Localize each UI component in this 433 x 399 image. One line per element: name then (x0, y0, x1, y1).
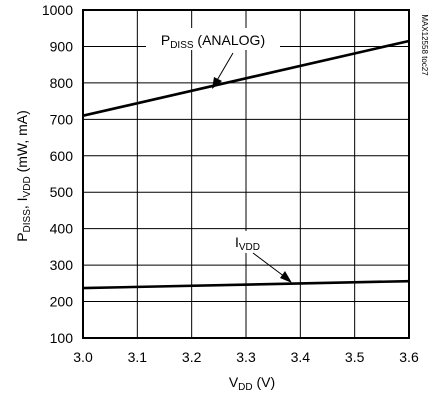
pdiss-label-sub: DISS (170, 40, 194, 51)
series-lines (82, 39, 410, 290)
y-tick-label: 100 (50, 330, 74, 346)
ivdd-series-label: IVDD (235, 234, 260, 253)
y-tick-label: 1000 (42, 2, 73, 18)
y-axis-title-suffix: (mW, mA) (14, 110, 30, 176)
y-tick-label: 700 (50, 111, 74, 127)
x-tick-label: 3.5 (345, 349, 365, 365)
x-tick-label: 3.0 (73, 349, 93, 365)
ivdd-label-sub: VDD (239, 242, 260, 253)
x-axis-title: VDD (V) (229, 374, 275, 393)
y-tick-label: 800 (50, 75, 74, 91)
y-axis-title-p: P (14, 232, 30, 241)
pdiss-series-label: PDISS (ANALOG) (161, 32, 265, 51)
pdiss-analog-line (82, 39, 410, 117)
x-tick-label: 3.1 (128, 349, 148, 365)
pdiss-leader-line (215, 52, 234, 83)
x-axis-title-sub: DD (238, 382, 252, 393)
plot-frame (82, 9, 410, 339)
y-tick-labels: 100 200 300 400 500 600 700 800 900 1000 (42, 2, 73, 346)
ivdd-arrowhead (280, 271, 292, 283)
ivdd-leader-line (252, 252, 286, 278)
y-axis-title-sub-vdd: VDD (22, 176, 33, 197)
y-tick-label: 300 (50, 257, 74, 273)
y-tick-label: 900 (50, 38, 74, 54)
x-tick-label: 3.6 (399, 349, 419, 365)
y-tick-label: 600 (50, 148, 74, 164)
y-axis-title: PDISS, IVDD (mW, mA) (14, 110, 33, 242)
y-axis-title-middle: , I (14, 197, 30, 209)
x-tick-labels: 3.0 3.1 3.2 3.3 3.4 3.5 3.6 (73, 349, 419, 365)
x-axis-title-suffix: (V) (253, 374, 276, 390)
ivdd-line (82, 279, 410, 290)
y-tick-label: 400 (50, 221, 74, 237)
ivdd-label-prefix: I (235, 234, 239, 250)
ivdd-label-background (232, 231, 280, 253)
x-tick-label: 3.3 (236, 349, 256, 365)
pdiss-arrowhead (212, 77, 222, 89)
pdiss-label-background (146, 28, 280, 50)
y-axis-title-sub-diss: DISS (22, 209, 33, 233)
grid (82, 9, 410, 339)
x-tick-label: 3.4 (291, 349, 311, 365)
y-tick-label: 500 (50, 184, 74, 200)
y-tick-label: 200 (50, 294, 74, 310)
pdiss-label-prefix: P (161, 32, 170, 48)
pdiss-label-suffix: (ANALOG) (194, 32, 266, 48)
x-axis-title-main: V (229, 374, 239, 390)
x-tick-label: 3.2 (182, 349, 202, 365)
watermark-text: MAX12558 toc27 (420, 14, 429, 76)
